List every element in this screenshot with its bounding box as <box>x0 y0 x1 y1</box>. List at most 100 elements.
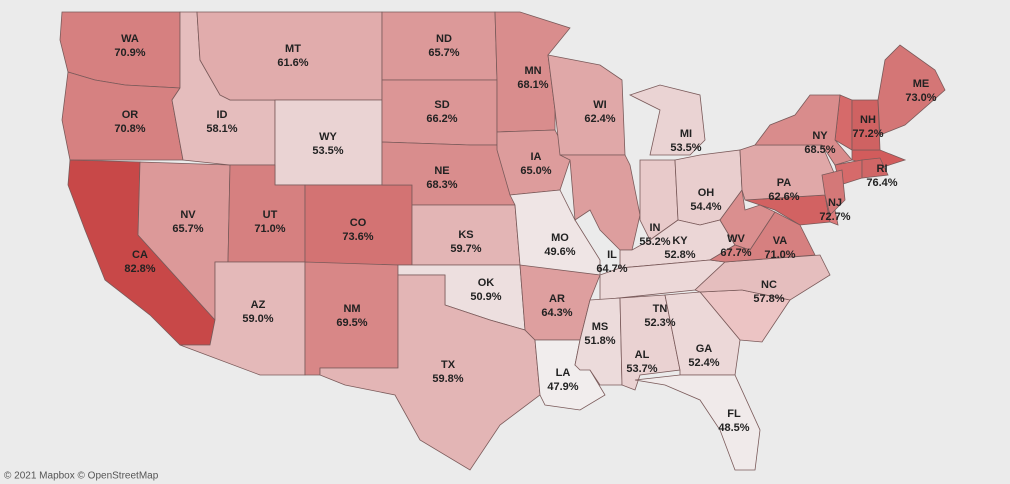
state-abbr: IN <box>650 222 661 234</box>
state-abbr: MI <box>680 128 692 140</box>
state-value: 82.8% <box>124 263 155 275</box>
state-abbr: OR <box>122 109 139 121</box>
state-abbr: UT <box>263 209 278 221</box>
state-shape <box>877 44 946 136</box>
state-abbr: ID <box>217 109 228 121</box>
state-value: 57.8% <box>753 293 784 305</box>
state-abbr: MT <box>285 43 301 55</box>
state-shape <box>754 94 853 166</box>
state-value: 62.6% <box>768 191 799 203</box>
state-abbr: AZ <box>251 299 266 311</box>
state-value: 70.8% <box>114 123 145 135</box>
state-abbr: NH <box>860 114 876 126</box>
state-value: 47.9% <box>547 381 578 393</box>
state-value: 50.9% <box>470 291 501 303</box>
state-value: 61.6% <box>277 57 308 69</box>
state-abbr: MS <box>592 321 609 333</box>
state-abbr: PA <box>777 177 792 189</box>
state-abbr: SD <box>434 99 449 111</box>
state-shape <box>708 211 816 263</box>
state-shape <box>821 169 846 216</box>
state-value: 62.4% <box>584 113 615 125</box>
state-abbr: KY <box>672 235 688 247</box>
state-value: 53.5% <box>670 142 701 154</box>
state-value: 48.5% <box>718 422 749 434</box>
attribution: © 2021 Mapbox © OpenStreetMap <box>4 471 159 482</box>
state-abbr: WI <box>593 99 606 111</box>
state-shape <box>861 157 889 179</box>
state-value: 67.7% <box>720 247 751 259</box>
state-abbr: OK <box>478 277 495 289</box>
state-abbr: CO <box>350 217 367 229</box>
state-value: 52.8% <box>664 249 695 261</box>
state-value: 77.2% <box>852 128 883 140</box>
state-shape <box>319 274 541 471</box>
state-value: 70.9% <box>114 47 145 59</box>
state-abbr: MO <box>551 232 569 244</box>
state-abbr: GA <box>696 343 713 355</box>
state-value: 66.2% <box>426 113 457 125</box>
state-abbr: KS <box>458 229 473 241</box>
state-abbr: NM <box>343 303 360 315</box>
state-value: 65.7% <box>172 223 203 235</box>
state-abbr: MN <box>524 65 541 77</box>
state-value: 69.5% <box>336 317 367 329</box>
state-value: 52.3% <box>644 317 675 329</box>
labels: WA 70.9% OR 70.8% CA 82.8% NV 65.7% ID 58.1% MT 61.… <box>114 33 936 434</box>
state-abbr: NC <box>761 279 777 291</box>
state-abbr: RI <box>877 163 888 175</box>
state-value: 53.7% <box>626 363 657 375</box>
state-abbr: NE <box>434 165 449 177</box>
state-value: 68.5% <box>804 144 835 156</box>
state-value: 65.0% <box>520 165 551 177</box>
state-value: 53.5% <box>312 145 343 157</box>
state-abbr: TX <box>441 359 456 371</box>
state-abbr: FL <box>727 408 741 420</box>
state-abbr: AR <box>549 293 565 305</box>
state-value: 54.4% <box>690 201 721 213</box>
state-abbr: IL <box>607 249 617 261</box>
state-shape <box>851 99 881 151</box>
states <box>59 11 946 471</box>
state-value: 59.8% <box>432 373 463 385</box>
state-abbr: IA <box>531 151 542 163</box>
state-abbr: NY <box>812 130 828 142</box>
state-abbr: WY <box>319 131 337 143</box>
state-value: 72.7% <box>819 211 850 223</box>
state-value: 59.0% <box>242 313 273 325</box>
state-value: 64.7% <box>596 263 627 275</box>
state-value: 71.0% <box>254 223 285 235</box>
state-value: 51.8% <box>584 335 615 347</box>
state-shape <box>547 54 626 156</box>
state-value: 58.1% <box>206 123 237 135</box>
state-abbr: TN <box>653 303 668 315</box>
state-value: 55.2% <box>639 236 670 248</box>
state-value: 76.4% <box>866 177 897 189</box>
state-abbr: WV <box>727 233 745 245</box>
state-value: 52.4% <box>688 357 719 369</box>
state-value: 59.7% <box>450 243 481 255</box>
state-abbr: NJ <box>828 197 842 209</box>
state-value: 73.0% <box>905 92 936 104</box>
state-value: 71.0% <box>764 249 795 261</box>
state-abbr: OH <box>698 187 715 199</box>
state-value: 64.3% <box>541 307 572 319</box>
state-value: 49.6% <box>544 246 575 258</box>
state-shape <box>634 374 761 471</box>
state-abbr: NV <box>180 209 196 221</box>
state-value: 68.1% <box>517 79 548 91</box>
state-abbr: VA <box>773 235 788 247</box>
state-abbr: ME <box>913 78 930 90</box>
state-value: 65.7% <box>428 47 459 59</box>
state-abbr: LA <box>556 367 571 379</box>
state-abbr: CA <box>132 249 148 261</box>
state-shape <box>694 254 831 301</box>
state-value: 68.3% <box>426 179 457 191</box>
state-abbr: ND <box>436 33 452 45</box>
state-shape <box>628 84 706 156</box>
state-abbr: AL <box>635 349 650 361</box>
state-value: 73.6% <box>342 231 373 243</box>
state-abbr: WA <box>121 33 139 45</box>
